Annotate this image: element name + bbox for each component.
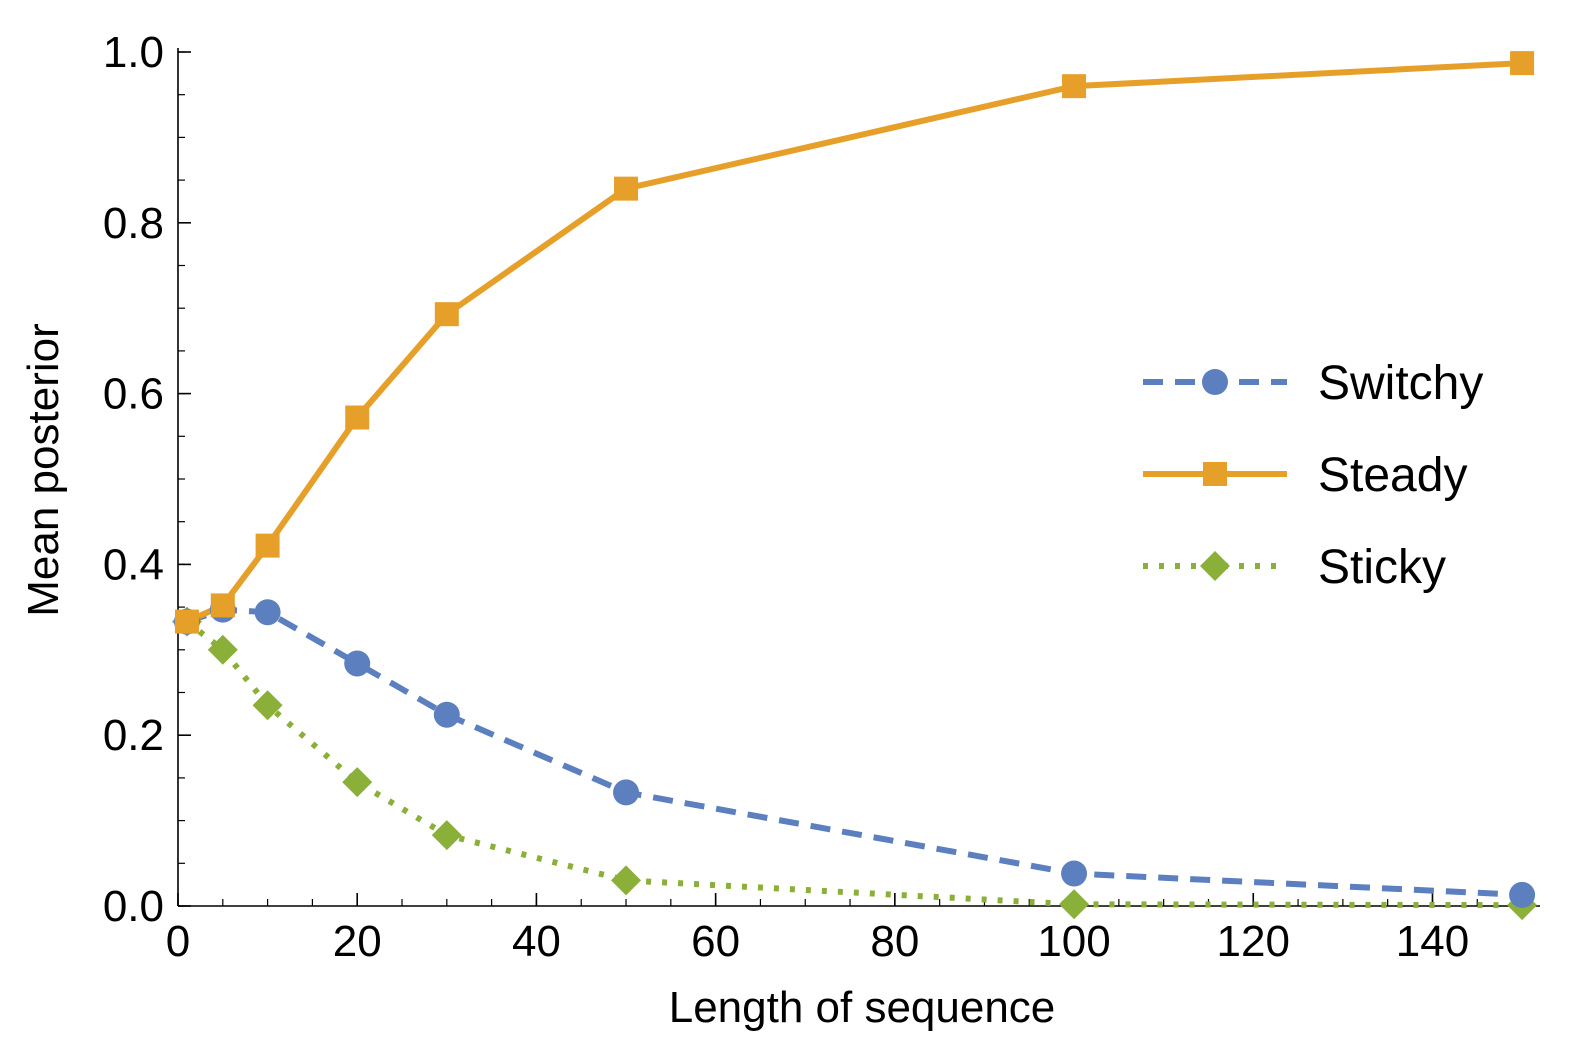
legend-label-switchy: Switchy [1318, 357, 1483, 410]
legend-label-steady: Steady [1318, 449, 1467, 502]
steady-series-line [185, 60, 1523, 625]
legend-marker-steady [1203, 462, 1227, 486]
steady-point [345, 405, 370, 430]
switchy-point [433, 701, 460, 728]
x-tick-label: 0 [166, 917, 190, 966]
steady-point [614, 176, 639, 201]
x-tick-label: 140 [1396, 917, 1469, 966]
sticky-point [252, 690, 283, 721]
x-tick-label: 80 [870, 917, 919, 966]
x-tick-label: 20 [333, 917, 382, 966]
y-tick-label: 1.0 [103, 28, 164, 77]
y-tick-label: 0.4 [103, 540, 164, 589]
steady-point [1062, 74, 1087, 99]
steady-point [210, 593, 235, 618]
steady-point [434, 302, 459, 327]
x-tick-label: 120 [1217, 917, 1290, 966]
x-tick-label: 100 [1037, 917, 1110, 966]
plot-markers [171, 51, 1538, 921]
x-tick-label: 60 [691, 917, 740, 966]
sticky-point [207, 634, 238, 665]
sticky-point [611, 865, 642, 896]
steady-point [255, 533, 280, 558]
y-tick-label: 0.0 [103, 882, 164, 931]
y-tick-label: 0.2 [103, 711, 164, 760]
x-tick-label: 40 [512, 917, 561, 966]
switchy-point [1061, 860, 1088, 887]
y-tick-label: 0.8 [103, 199, 164, 248]
switchy-point [344, 650, 371, 677]
sticky-series-line [185, 619, 1523, 909]
legend-label-sticky: Sticky [1318, 541, 1446, 594]
y-tick-label: 0.6 [103, 370, 164, 419]
axes: 0 20 40 60 80 100 120 140 0.0 0.2 0.4 0.6 0.8 1.0 [103, 28, 1540, 966]
legend: Switchy Steady Sticky [1143, 357, 1483, 594]
legend-marker-switchy [1202, 369, 1228, 395]
y-axis-title: Mean posterior [19, 323, 68, 616]
switchy-series-line [186, 606, 1523, 898]
x-axis-title: Length of sequence [669, 983, 1056, 1032]
switchy-point [613, 779, 640, 806]
switchy-point [254, 599, 281, 626]
steady-point [174, 609, 199, 634]
sticky-point [431, 820, 462, 851]
legend-marker-sticky [1200, 551, 1230, 581]
switchy-point [1509, 881, 1536, 908]
steady-point [1510, 51, 1535, 76]
sticky-point [1059, 889, 1090, 920]
sticky-point [342, 767, 373, 798]
